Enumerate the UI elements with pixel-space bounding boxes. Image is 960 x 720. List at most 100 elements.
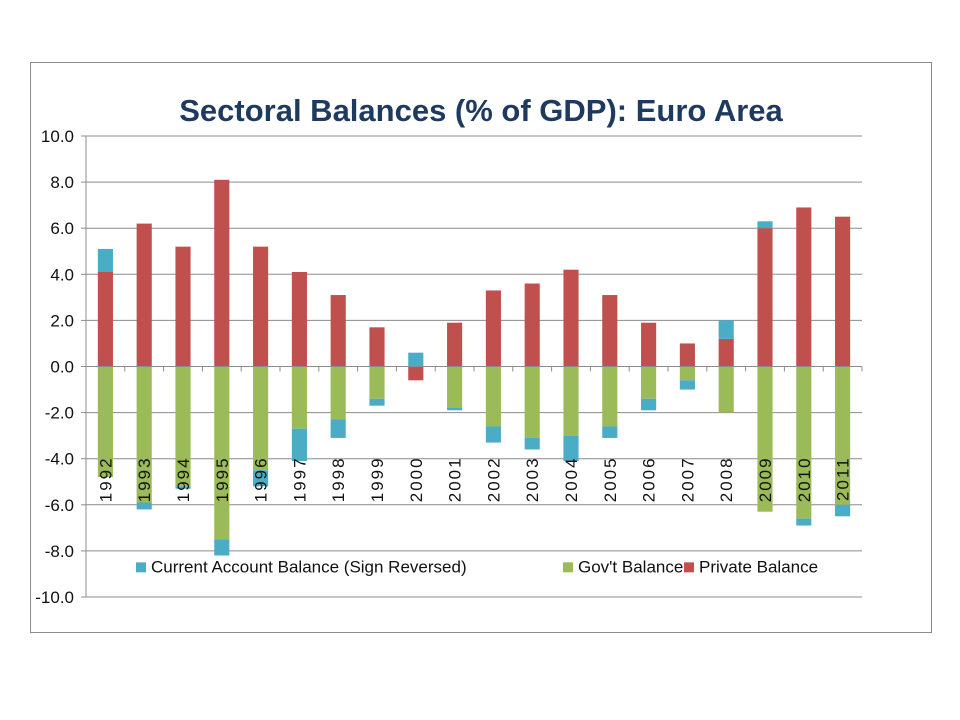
y-tick-label: 6.0 — [50, 219, 74, 238]
bar-gov-t-balance-2007 — [679, 366, 695, 381]
bar-private-balance-1993 — [136, 223, 152, 367]
x-tick-label: 2002 — [484, 456, 503, 502]
x-tick-label: 2008 — [717, 456, 736, 502]
axes — [85, 136, 863, 597]
bar-current-account-balance-sign-reversed-2007 — [679, 380, 695, 390]
legend-label: Gov't Balance — [578, 557, 683, 576]
bar-current-account-balance-sign-reversed-1992 — [97, 248, 113, 272]
x-tick-label: 2000 — [407, 456, 426, 502]
bar-private-balance-2004 — [563, 269, 579, 367]
bar-current-account-balance-sign-reversed-2005 — [602, 426, 618, 438]
bar-gov-t-balance-1994 — [175, 366, 191, 487]
bar-gov-t-balance-1992 — [97, 366, 113, 478]
bar-gov-t-balance-2001 — [447, 366, 463, 408]
y-tick-label: -8.0 — [45, 542, 74, 561]
bar-gov-t-balance-2008 — [718, 366, 734, 413]
bar-current-account-balance-sign-reversed-2009 — [757, 221, 773, 229]
x-tick-label: 1995 — [213, 456, 232, 502]
legend-swatch — [563, 562, 573, 573]
bar-gov-t-balance-2005 — [602, 366, 618, 427]
legend-label: Private Balance — [699, 557, 818, 576]
x-tick-label: 2001 — [446, 456, 465, 502]
x-tick-label: 1992 — [96, 456, 115, 502]
bar-private-balance-1996 — [253, 246, 269, 367]
bars — [97, 179, 851, 556]
bar-private-balance-2007 — [679, 343, 695, 367]
x-axis-ticks: 1992 1993 1994 1995 1996 1997 1998 1999 2000 2001… — [96, 456, 852, 502]
bar-gov-t-balance-1997 — [291, 366, 307, 429]
x-tick-label: 2009 — [756, 456, 775, 502]
bar-gov-t-balance-2009 — [757, 366, 773, 512]
bar-current-account-balance-sign-reversed-2001 — [447, 407, 463, 411]
bar-private-balance-1994 — [175, 246, 191, 367]
bar-current-account-balance-sign-reversed-2000 — [408, 352, 424, 367]
bar-private-balance-2009 — [757, 228, 773, 367]
bar-current-account-balance-sign-reversed-1994 — [175, 486, 191, 489]
bar-current-account-balance-sign-reversed-1995 — [214, 539, 230, 556]
y-axis-ticks: 10.0 8.0 6.0 4.0 2.0 0.0 -2.0 -4.0 -6.0 -8.0 -10.0 — [35, 127, 74, 607]
bar-current-account-balance-sign-reversed-1993 — [136, 502, 152, 510]
bar-gov-t-balance-1999 — [369, 366, 385, 399]
y-tick-label: -4.0 — [45, 450, 74, 469]
bar-current-account-balance-sign-reversed-2004 — [563, 435, 579, 462]
chart: Sectoral Balances (% of GDP): Euro Area … — [35, 93, 863, 607]
bar-gov-t-balance-2003 — [524, 366, 540, 438]
bar-private-balance-2001 — [447, 322, 463, 367]
bar-current-account-balance-sign-reversed-2006 — [641, 398, 657, 411]
bar-private-balance-2011 — [835, 216, 851, 367]
y-tick-label: 2.0 — [50, 311, 74, 330]
bar-private-balance-2002 — [485, 290, 501, 367]
bar-current-account-balance-sign-reversed-2003 — [524, 437, 540, 450]
x-tick-label: 1997 — [290, 456, 309, 502]
bar-current-account-balance-sign-reversed-2008 — [718, 320, 734, 339]
y-tick-label: 0.0 — [50, 358, 74, 377]
bar-private-balance-2008 — [718, 338, 734, 367]
bar-current-account-balance-sign-reversed-1996 — [253, 470, 269, 487]
bar-gov-t-balance-2010 — [796, 366, 812, 519]
y-tick-label: -6.0 — [45, 496, 74, 515]
bar-gov-t-balance-1993 — [136, 366, 152, 503]
bar-private-balance-2005 — [602, 295, 618, 367]
bar-gov-t-balance-2011 — [835, 366, 851, 505]
bar-current-account-balance-sign-reversed-1998 — [330, 419, 346, 438]
y-tick-label: -2.0 — [45, 404, 74, 423]
x-tick-label: 2003 — [523, 456, 542, 502]
bar-private-balance-2000 — [408, 366, 424, 381]
bar-gov-t-balance-1995 — [214, 366, 230, 540]
bar-current-account-balance-sign-reversed-2011 — [835, 504, 851, 517]
x-tick-label: 1993 — [135, 456, 154, 502]
y-tick-label: 8.0 — [50, 173, 74, 192]
chart-title: Sectoral Balances (% of GDP): Euro Area — [179, 93, 783, 128]
bar-gov-t-balance-2004 — [563, 366, 579, 436]
bar-current-account-balance-sign-reversed-1999 — [369, 398, 385, 406]
bar-gov-t-balance-1996 — [253, 366, 269, 471]
legend: Current Account Balance (Sign Reversed) G… — [136, 557, 818, 576]
bar-private-balance-1999 — [369, 327, 385, 367]
y-tick-label: 10.0 — [41, 127, 74, 146]
x-tick-label: 2006 — [640, 456, 659, 502]
x-tick-label: 2011 — [834, 456, 853, 501]
bar-private-balance-2006 — [641, 322, 657, 367]
bar-private-balance-1998 — [330, 295, 346, 367]
x-tick-label: 1994 — [174, 456, 193, 502]
x-tick-label: 2004 — [562, 456, 581, 502]
bar-private-balance-1995 — [214, 179, 230, 367]
legend-swatch — [684, 562, 694, 573]
y-tick-label: 4.0 — [50, 265, 74, 284]
bar-current-account-balance-sign-reversed-1997 — [291, 428, 307, 462]
x-tick-label: 1999 — [368, 456, 387, 502]
x-tick-label: 1996 — [252, 456, 271, 502]
bar-current-account-balance-sign-reversed-2002 — [485, 426, 501, 443]
x-tick-label: 1998 — [329, 456, 348, 502]
bar-private-balance-2010 — [796, 207, 812, 367]
legend-label: Current Account Balance (Sign Reversed) — [151, 557, 467, 576]
bar-gov-t-balance-2002 — [485, 366, 501, 427]
legend-swatch — [136, 562, 146, 573]
x-tick-label: 2005 — [601, 456, 620, 502]
x-tick-label: 2007 — [678, 456, 697, 502]
bar-gov-t-balance-2006 — [641, 366, 657, 399]
bar-private-balance-1992 — [97, 271, 113, 367]
bar-gov-t-balance-1998 — [330, 366, 346, 420]
x-tick-label: 2010 — [795, 456, 814, 502]
chart-frame: Sectoral Balances (% of GDP): Euro Area … — [30, 62, 932, 633]
